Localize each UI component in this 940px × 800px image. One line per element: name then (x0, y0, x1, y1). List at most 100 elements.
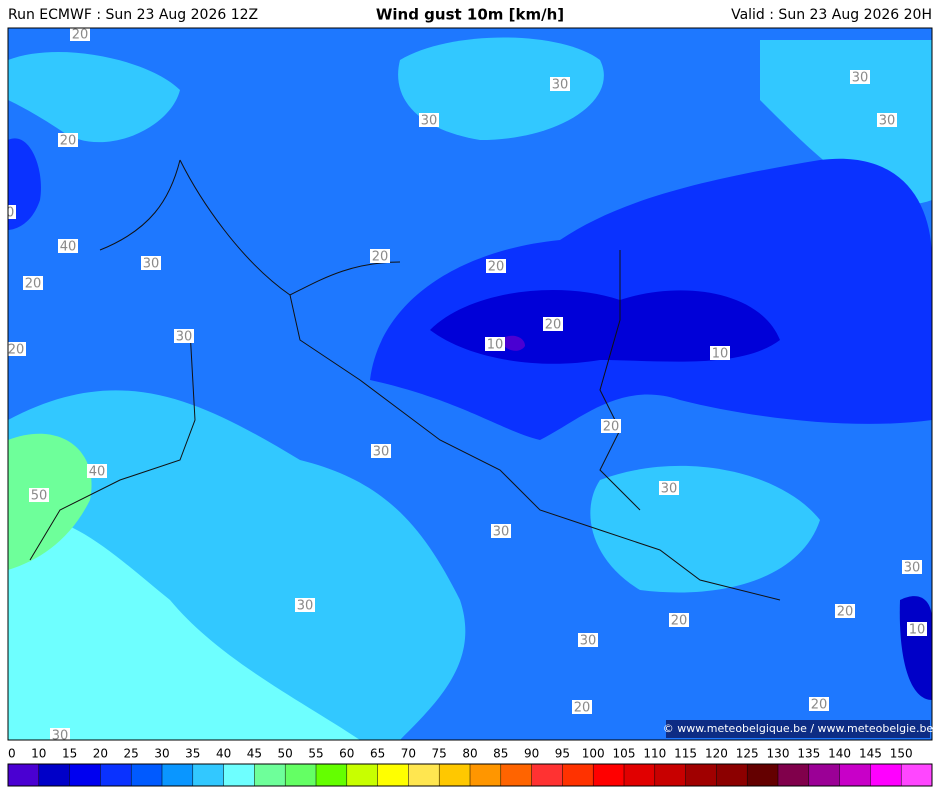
zone-30 (8, 51, 180, 143)
color-swatch (377, 764, 409, 786)
contour-label: 20 (671, 614, 688, 629)
contour-label: 20 (811, 698, 828, 713)
color-swatch (562, 764, 594, 786)
colorbar-tick-label: 70 (401, 747, 416, 761)
title: Wind gust 10m [km/h] (376, 6, 564, 24)
color-swatch (870, 764, 902, 786)
color-swatch (285, 764, 316, 786)
contour-label: 10 (487, 338, 504, 353)
contour-label: 30 (852, 71, 869, 86)
contour-label-bg (669, 613, 689, 627)
color-swatch (254, 764, 286, 786)
zone-20 (8, 138, 41, 230)
colorbar-tick-label: 35 (185, 747, 200, 761)
contour-label-bg (710, 346, 730, 360)
contour-label-bg (295, 598, 315, 612)
colorbar-tick-label: 50 (278, 747, 293, 761)
colorbar-tick-label: 85 (493, 747, 508, 761)
color-swatch (162, 764, 193, 786)
contour-label: 30 (297, 599, 314, 614)
contour-label: 30 (421, 114, 438, 129)
contour-label-bg (578, 633, 598, 647)
colorbar-tick-label: 65 (370, 747, 385, 761)
colorbar-tick-label: 45 (247, 747, 262, 761)
contour-label: 30 (176, 330, 193, 345)
color-swatch (192, 764, 224, 786)
contour-label: 20 (72, 28, 89, 43)
color-swatch (69, 764, 101, 786)
colorbar-tick-label: 95 (555, 747, 570, 761)
contour-label: 30 (879, 114, 896, 129)
color-swatch (654, 764, 686, 786)
contour-label: 20 (574, 701, 591, 716)
contour-label-bg (419, 113, 439, 127)
colorbar-tick-label: 125 (736, 747, 759, 761)
map-frame (7, 27, 933, 741)
colorbar-tick-label: 30 (154, 747, 169, 761)
color-swatch (839, 764, 871, 786)
colorbar-tick-label: 145 (859, 747, 882, 761)
color-swatch (685, 764, 717, 786)
contour-label-bg (50, 728, 70, 740)
colorbar-tick-label: 130 (767, 747, 790, 761)
contour-label: 40 (60, 240, 77, 255)
borders (29, 159, 781, 601)
colorbar-tick-label: 15 (62, 747, 77, 761)
color-swatch (593, 764, 624, 786)
color-swatch (131, 764, 162, 786)
contour-label-bg (485, 337, 505, 351)
color-swatch (8, 764, 39, 786)
zone-10 (500, 335, 525, 351)
contour-label: 20 (60, 134, 77, 149)
color-swatch (346, 764, 378, 786)
contour-label-bg (29, 488, 49, 502)
color-swatch (778, 764, 809, 786)
contour-label-bg (550, 77, 570, 91)
colorbar-tick-label: 25 (124, 747, 139, 761)
colorbar-tick-label: 110 (643, 747, 666, 761)
contour-label-bg (902, 560, 922, 574)
colorbar-tick-label: 60 (339, 747, 354, 761)
contour-label-bg (23, 276, 43, 290)
contour-label: 30 (661, 482, 678, 497)
colorbar-tick-label: 150 (890, 747, 913, 761)
colorbar-tick-label: 20 (93, 747, 108, 761)
color-swatch (38, 764, 70, 786)
contour-label: 30 (552, 78, 569, 93)
color-swatch (100, 764, 132, 786)
contour-label-bg (572, 700, 592, 714)
colorbar-tick-label: 40 (216, 747, 231, 761)
color-swatch (624, 764, 655, 786)
contour-label: 20 (837, 605, 854, 620)
contour-label-bg (87, 464, 107, 478)
colorbar: 0 10 15 20 25 30 35 40 45 50 55 60 65 70 75 80 85 90 95 100… (7, 747, 933, 787)
contour-label: 20 (0, 206, 14, 221)
zone-30 (398, 37, 604, 140)
contour-label-bg (8, 205, 16, 219)
contour-label-bg (835, 604, 855, 618)
color-swatch (439, 764, 470, 786)
colorbar-tick-label: 120 (705, 747, 728, 761)
colorbar-tick-label: 105 (613, 747, 636, 761)
contour-label-bg (371, 444, 391, 458)
colorbar-tick-label: 0 (8, 747, 16, 761)
contour-label: 20 (8, 343, 25, 358)
contour-label: 40 (89, 465, 106, 480)
zone-30 (590, 465, 820, 593)
contour-label-bg (58, 239, 78, 253)
contour-label-bg (491, 524, 511, 538)
contour-label: 30 (143, 257, 160, 272)
zone-40 (8, 516, 360, 740)
contour-label-bg (543, 317, 563, 331)
contour-label: 10 (712, 347, 729, 362)
contour-label-bg (58, 133, 78, 147)
contour-label-bg (174, 329, 194, 343)
color-swatch (901, 764, 932, 786)
colorbar-tick-label: 100 (582, 747, 605, 761)
color-swatch (500, 764, 532, 786)
contour-label-bg (907, 622, 927, 636)
contour-label-bg (601, 419, 621, 433)
colorbar-tick-label: 90 (524, 747, 539, 761)
contour-label-bg (659, 481, 679, 495)
